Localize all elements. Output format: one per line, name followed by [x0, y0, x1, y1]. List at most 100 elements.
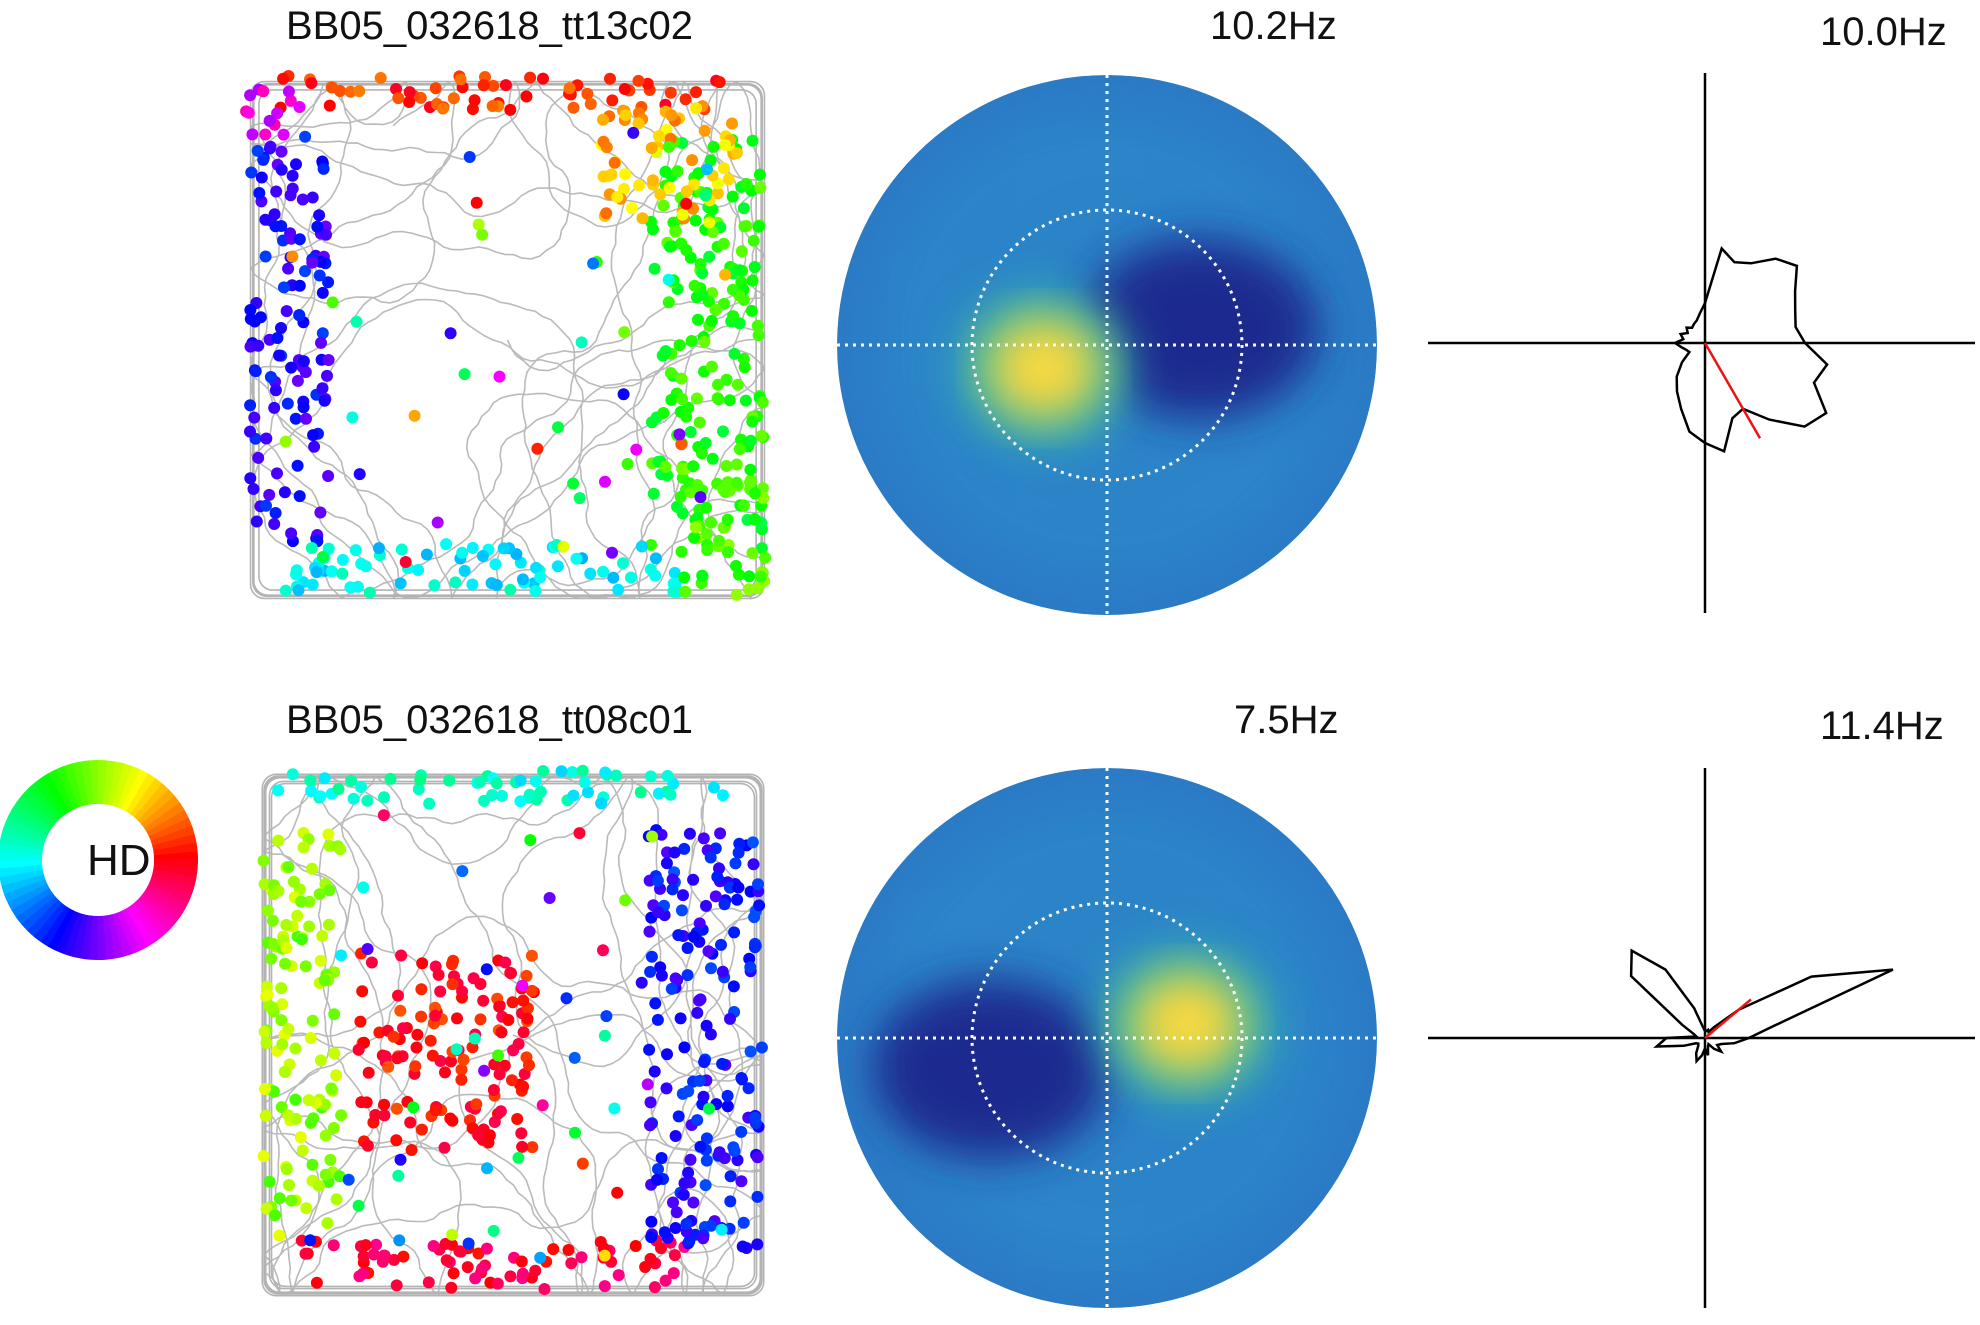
spike-dot	[648, 1281, 661, 1294]
spike-dot	[658, 1226, 671, 1239]
heatmap-peak	[1131, 973, 1242, 1074]
hue-wheel-segment	[88, 760, 98, 805]
spike-dot	[277, 128, 290, 141]
spike-dot	[415, 1123, 428, 1136]
spike-dot	[678, 1041, 691, 1054]
spike-dot	[306, 578, 319, 591]
spike-dot	[399, 556, 412, 568]
spike-dot	[314, 954, 327, 967]
hue-wheel-segment	[7, 883, 50, 911]
spike-dot	[599, 475, 611, 488]
trajectory-path	[262, 772, 764, 1296]
spike-dot	[504, 583, 517, 596]
spike-dot	[752, 878, 764, 891]
spike-dot	[359, 560, 372, 573]
spike-dot	[751, 1190, 764, 1203]
spike-dot	[410, 1041, 423, 1054]
spike-dot	[260, 1036, 273, 1049]
spike-dot	[273, 349, 286, 362]
spike-dot	[308, 440, 321, 453]
spike-dot	[247, 483, 260, 495]
spike-dot	[683, 1235, 696, 1248]
hue-wheel-segment	[148, 817, 192, 841]
spike-dot	[700, 1154, 713, 1167]
spike-dot	[688, 531, 700, 544]
spike-dot	[349, 544, 362, 557]
spike-dot	[279, 435, 292, 448]
spike-dot	[271, 467, 283, 480]
spike-dot	[315, 336, 327, 349]
spike-dot	[534, 1251, 547, 1264]
spike-dot	[524, 834, 537, 847]
spike-dot	[726, 117, 738, 130]
spike-dot	[668, 846, 681, 859]
hue-wheel-segment	[11, 802, 53, 833]
spike-dot	[698, 1056, 711, 1068]
spike-dot	[607, 571, 620, 584]
spike-dot	[664, 240, 676, 253]
spike-dot	[384, 772, 397, 785]
hue-wheel-segment	[55, 766, 79, 810]
spike-dot	[754, 570, 767, 583]
spike-dot	[387, 1030, 400, 1043]
spike-dot	[752, 220, 765, 233]
spike-dot	[472, 218, 485, 231]
spike-dot	[654, 188, 667, 201]
spike-dot	[702, 945, 715, 958]
spike-dot	[319, 1168, 332, 1181]
spike-dot	[646, 416, 658, 429]
spike-dot	[575, 336, 588, 349]
spike-dot	[726, 190, 739, 203]
spike-dot	[487, 1084, 500, 1096]
spike-dot	[263, 114, 276, 127]
spike-dot	[499, 956, 512, 969]
spike-dot	[730, 588, 743, 601]
spike-dot	[661, 1048, 673, 1061]
spike-dot	[746, 836, 759, 849]
spike-dot	[446, 1228, 459, 1241]
hue-wheel-segment	[140, 891, 181, 925]
polar-plot-row-0	[1428, 73, 1975, 613]
spike-dot	[703, 216, 716, 229]
spike-dot	[677, 1188, 690, 1201]
spike-dot	[265, 952, 278, 965]
spike-dot	[537, 765, 550, 777]
spike-dot	[486, 789, 499, 801]
spike-dot	[665, 393, 678, 406]
spike-dot	[629, 1240, 642, 1252]
spike-dot	[476, 550, 489, 562]
spike-dot	[736, 1240, 749, 1253]
spike-dot	[517, 1026, 530, 1039]
spike-dot	[704, 851, 717, 864]
spike-dot	[282, 262, 295, 275]
spike-dot	[652, 787, 665, 800]
spike-dot	[641, 77, 654, 90]
spike-dot	[463, 151, 476, 163]
spike-dot	[412, 564, 425, 576]
spike-dot	[685, 335, 698, 347]
spike-dot	[342, 1173, 355, 1186]
spike-dot	[703, 250, 716, 263]
spike-dot	[409, 1060, 422, 1073]
hue-wheel-segment	[21, 895, 59, 932]
spike-dot	[283, 1179, 295, 1191]
spike-dot	[295, 933, 308, 946]
spike-dot	[726, 283, 739, 296]
spike-dot	[316, 286, 329, 299]
spike-dot	[476, 1262, 489, 1275]
spike-dot	[275, 163, 288, 176]
spike-dot	[355, 1096, 368, 1109]
spike-dot	[576, 1157, 589, 1170]
hue-wheel-segment	[40, 773, 70, 815]
spike-dot	[645, 950, 658, 963]
spike-dot	[671, 974, 684, 987]
spike-dot	[278, 1065, 291, 1078]
spatial-rate-label-row-1: 7.5Hz	[1234, 698, 1339, 742]
spike-dot	[299, 960, 312, 973]
spike-dot	[627, 126, 640, 139]
spike-dot	[436, 102, 449, 115]
hue-wheel-segment	[126, 905, 156, 947]
spike-dot	[648, 1065, 661, 1078]
spike-dot	[447, 1267, 460, 1280]
spike-dot	[255, 171, 268, 184]
